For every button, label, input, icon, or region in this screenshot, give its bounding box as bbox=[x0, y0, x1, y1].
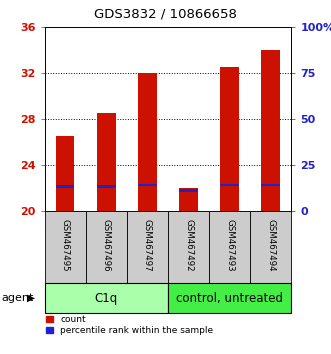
Text: GSM467496: GSM467496 bbox=[102, 219, 111, 272]
Bar bbox=[97, 113, 116, 211]
FancyBboxPatch shape bbox=[168, 211, 209, 283]
Bar bbox=[56, 185, 74, 188]
FancyBboxPatch shape bbox=[209, 211, 250, 283]
Bar bbox=[261, 50, 280, 211]
Bar bbox=[220, 184, 239, 187]
Text: control, untreated: control, untreated bbox=[176, 292, 283, 305]
Bar bbox=[179, 188, 198, 211]
Bar bbox=[261, 184, 280, 187]
Text: agent: agent bbox=[2, 293, 34, 303]
FancyBboxPatch shape bbox=[168, 283, 291, 313]
Bar bbox=[179, 189, 198, 192]
Bar bbox=[97, 185, 116, 188]
FancyBboxPatch shape bbox=[250, 211, 291, 283]
Text: C1q: C1q bbox=[95, 292, 118, 305]
Text: GSM467494: GSM467494 bbox=[266, 219, 275, 272]
Text: GSM467492: GSM467492 bbox=[184, 219, 193, 272]
FancyBboxPatch shape bbox=[45, 283, 168, 313]
Bar bbox=[56, 136, 74, 211]
Text: GSM467497: GSM467497 bbox=[143, 219, 152, 272]
Text: ▶: ▶ bbox=[27, 293, 35, 303]
Text: GDS3832 / 10866658: GDS3832 / 10866658 bbox=[94, 8, 237, 21]
FancyBboxPatch shape bbox=[127, 211, 168, 283]
Text: GSM467495: GSM467495 bbox=[61, 219, 70, 272]
Bar bbox=[138, 184, 157, 187]
Legend: count, percentile rank within the sample: count, percentile rank within the sample bbox=[46, 314, 214, 336]
Bar bbox=[138, 73, 157, 211]
Bar bbox=[220, 67, 239, 211]
FancyBboxPatch shape bbox=[45, 211, 86, 283]
FancyBboxPatch shape bbox=[86, 211, 127, 283]
Text: GSM467493: GSM467493 bbox=[225, 219, 234, 272]
